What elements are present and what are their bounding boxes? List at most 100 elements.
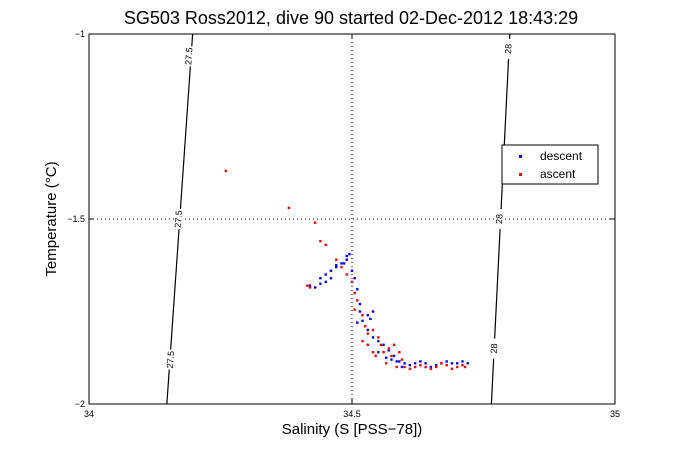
ascent-point — [403, 365, 406, 369]
descent-point — [445, 360, 448, 363]
ascent-point — [445, 363, 448, 367]
descent-point — [366, 328, 369, 332]
legend: descent ascent — [501, 144, 599, 185]
descent-point — [356, 288, 359, 291]
y-axis-label: Temperature (°C) — [43, 161, 60, 276]
descent-point — [329, 277, 333, 280]
descent-point — [395, 360, 398, 363]
ascent-point — [408, 367, 412, 371]
ascent-point — [340, 265, 343, 269]
x-tick-label: 34.5 — [343, 409, 361, 419]
ascent-point — [398, 351, 401, 354]
descent-point — [308, 284, 312, 287]
descent-point — [358, 310, 362, 313]
legend-label-ascent: ascent — [540, 167, 576, 181]
descent-point — [319, 282, 322, 285]
ascent-point — [374, 354, 377, 358]
contour-label: 28 — [503, 44, 513, 55]
ascent-point — [392, 343, 396, 346]
ascent-point — [434, 365, 438, 369]
descent-point — [403, 362, 406, 365]
ascent-point — [287, 206, 291, 210]
descent-point — [358, 302, 362, 306]
contour-label-bg — [173, 208, 184, 230]
contour-label-bg — [184, 45, 194, 67]
ascent-point — [366, 343, 369, 346]
descent-point — [377, 339, 380, 343]
descent-point — [348, 252, 351, 256]
descent-point — [400, 365, 404, 369]
contour-label-bg — [494, 208, 504, 230]
descent-point — [450, 362, 454, 365]
contour-label-bg — [503, 38, 513, 59]
ascent-point — [379, 343, 383, 346]
ascent-point — [350, 280, 354, 284]
descent-point — [350, 269, 354, 272]
axis-ticks: 34 34.5 35 −2 −1.5 −1 — [67, 29, 620, 419]
ascent-point — [413, 365, 417, 369]
grid-lines — [89, 34, 615, 404]
descent-point — [429, 365, 433, 369]
descent-point — [392, 354, 396, 358]
ascent-point — [382, 351, 385, 354]
legend-marker-ascent — [519, 173, 522, 176]
x-tick-label: 34 — [84, 409, 94, 419]
descent-point — [324, 273, 327, 276]
contour-label: 28 — [494, 214, 504, 225]
descent-point — [398, 360, 401, 363]
x-axis-label: Salinity (S [PSS−78]) — [282, 421, 422, 438]
descent-point — [461, 360, 464, 363]
descent-point — [353, 277, 356, 280]
descent-point — [466, 362, 469, 365]
ascent-point — [324, 243, 327, 247]
ascent-point — [353, 291, 356, 295]
contour-label: 27.5 — [173, 210, 184, 228]
descent-point — [424, 362, 427, 365]
ascent-point — [384, 362, 388, 365]
descent-point — [340, 262, 343, 265]
contour-label: 27.5 — [183, 47, 194, 65]
data-points — [224, 169, 469, 371]
ascent-point — [395, 365, 398, 369]
contour-label-bg — [165, 349, 176, 370]
ascent-point — [319, 240, 322, 243]
ascent-point — [390, 354, 393, 358]
ascent-point — [424, 365, 427, 369]
legend-marker-descent — [519, 155, 522, 158]
ascent-point — [400, 358, 404, 361]
descent-point — [390, 358, 393, 361]
ascent-point — [440, 362, 443, 365]
descent-point — [361, 319, 364, 322]
descent-point — [366, 314, 369, 317]
descent-point — [335, 265, 338, 269]
y-tick-label: −1.5 — [67, 214, 85, 224]
ascent-point — [361, 339, 364, 343]
descent-point — [324, 280, 327, 284]
ascent-point — [371, 328, 375, 332]
descent-point — [384, 356, 388, 359]
density-contours: 27.5 27.5 27.5 28 28 28 — [165, 33, 513, 405]
descent-point — [419, 360, 422, 363]
ascent-point — [371, 351, 375, 354]
ascent-point — [353, 308, 356, 311]
descent-point — [342, 262, 346, 265]
ascent-point — [377, 336, 380, 339]
descent-point — [329, 269, 333, 272]
ascent-point — [313, 221, 317, 224]
descent-point — [345, 254, 348, 258]
chart-title: SG503 Ross2012, dive 90 started 02-Dec-2… — [124, 8, 578, 28]
descent-point — [335, 264, 338, 267]
descent-point — [371, 310, 375, 313]
ascent-point — [356, 299, 359, 302]
descent-point — [356, 321, 359, 324]
y-tick-label: −2 — [75, 399, 85, 409]
ascent-point — [335, 258, 338, 261]
contour-label-bg — [489, 338, 499, 359]
ascent-point — [306, 284, 309, 287]
ascent-point — [429, 367, 433, 371]
ascent-point — [461, 363, 464, 367]
descent-point — [345, 258, 348, 261]
ascent-point — [419, 363, 422, 367]
descent-point — [387, 349, 391, 352]
